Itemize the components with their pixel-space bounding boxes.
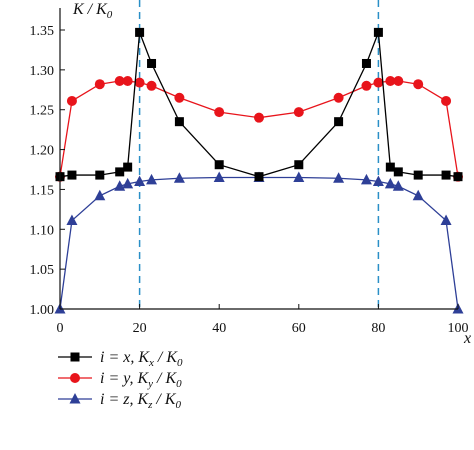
x-tick-label: 0 [57, 321, 64, 336]
y-tick-label: 1.05 [30, 263, 55, 278]
y-tick-label: 1.15 [30, 183, 55, 198]
axes-layer [59, 8, 458, 310]
data-point [174, 117, 184, 127]
series-circle [55, 76, 463, 182]
data-point [293, 107, 304, 118]
legend-label-part: i = y, K [100, 370, 149, 387]
data-point [67, 170, 77, 180]
data-point [173, 172, 185, 183]
data-point [333, 92, 344, 103]
data-point [213, 171, 225, 182]
data-point [441, 170, 451, 180]
data-point [94, 79, 105, 90]
series-square [55, 27, 463, 182]
legend-label: i = y, Ky / K0 [100, 370, 182, 390]
legend-marker [70, 373, 80, 383]
data-point [293, 171, 305, 182]
data-point [94, 189, 106, 201]
series-layer [54, 27, 464, 314]
data-point [361, 58, 371, 68]
data-point [453, 172, 463, 182]
legend-label-part: 0 [176, 399, 182, 411]
series-line [59, 176, 459, 310]
data-point [214, 160, 224, 170]
legend-label-part: / K [154, 349, 178, 366]
data-point [333, 172, 345, 183]
y-axis-title: K / K0 [72, 1, 113, 21]
data-point [393, 167, 403, 177]
legend-label-part: z [147, 399, 153, 411]
data-point [412, 189, 424, 201]
data-point [123, 162, 133, 172]
data-point [385, 76, 396, 87]
data-point [334, 117, 344, 127]
legend-marker [69, 393, 81, 404]
legend-label: i = z, Kz / K0 [100, 391, 182, 411]
data-point [373, 77, 384, 88]
data-point [294, 160, 304, 170]
x-tick-label: 20 [133, 321, 147, 336]
y-tick-label: 1.00 [30, 303, 55, 318]
y-tick-label: 1.10 [30, 223, 55, 238]
data-point [392, 180, 404, 191]
data-point [122, 76, 133, 87]
legend-label-part: 0 [177, 357, 183, 369]
legend-marker [70, 352, 80, 362]
data-point [360, 173, 372, 185]
data-point [373, 27, 383, 37]
x-tick-label: 100 [448, 321, 469, 336]
legend-label-part: / K [152, 391, 176, 408]
data-point [413, 79, 424, 90]
x-tick-label: 80 [371, 321, 385, 336]
y-tick-label: 1.25 [30, 104, 55, 119]
data-point [441, 95, 452, 106]
legend-label-part: x [148, 357, 154, 369]
legend-label-part: 0 [176, 378, 182, 390]
legend-label-part: / K [153, 370, 177, 387]
y-tick-label: 1.20 [30, 144, 55, 159]
data-point [115, 167, 125, 177]
series-triangle [54, 171, 464, 314]
data-point [114, 76, 125, 87]
ticks-layer: 1.00 1.05 1.10 1.15 1.20 1.25 1.30 1.35 0 20 40 60 8… [30, 24, 469, 336]
data-point [393, 76, 404, 87]
series-line [59, 32, 459, 178]
y-tick-label: 1.35 [30, 24, 55, 39]
legend-label-part: y [147, 378, 153, 390]
data-point [134, 77, 145, 88]
x-tick-label: 40 [212, 321, 226, 336]
data-point [146, 80, 157, 91]
data-point [95, 170, 105, 180]
legend-label-part: i = z, K [100, 391, 149, 408]
legend-label-part: i = x, K [100, 349, 150, 366]
legend: i = x, Kx / K0i = y, Ky / K0i = z, Kz / … [58, 349, 183, 411]
data-point [146, 173, 158, 185]
data-point [372, 175, 384, 186]
data-point [384, 177, 396, 189]
data-point [214, 107, 225, 118]
data-point [413, 170, 423, 180]
data-point [147, 58, 157, 68]
x-tick-label: 60 [292, 321, 306, 336]
data-point [361, 80, 372, 91]
data-point [135, 27, 145, 37]
data-point [385, 162, 395, 172]
y-axis-title-main: K / K [72, 1, 108, 18]
y-axis-title-sub: 0 [107, 9, 113, 21]
data-point [66, 214, 78, 226]
x-axis-title: x [463, 330, 471, 347]
data-point [66, 95, 77, 106]
data-point [440, 214, 452, 226]
data-point [174, 92, 185, 103]
data-point [122, 177, 134, 189]
legend-label: i = x, Kx / K0 [100, 349, 183, 369]
data-point [134, 175, 146, 186]
y-tick-label: 1.30 [30, 64, 55, 79]
series-line [59, 80, 459, 177]
data-point [254, 172, 264, 182]
reference-lines-layer [138, 0, 380, 309]
data-point [254, 112, 264, 123]
